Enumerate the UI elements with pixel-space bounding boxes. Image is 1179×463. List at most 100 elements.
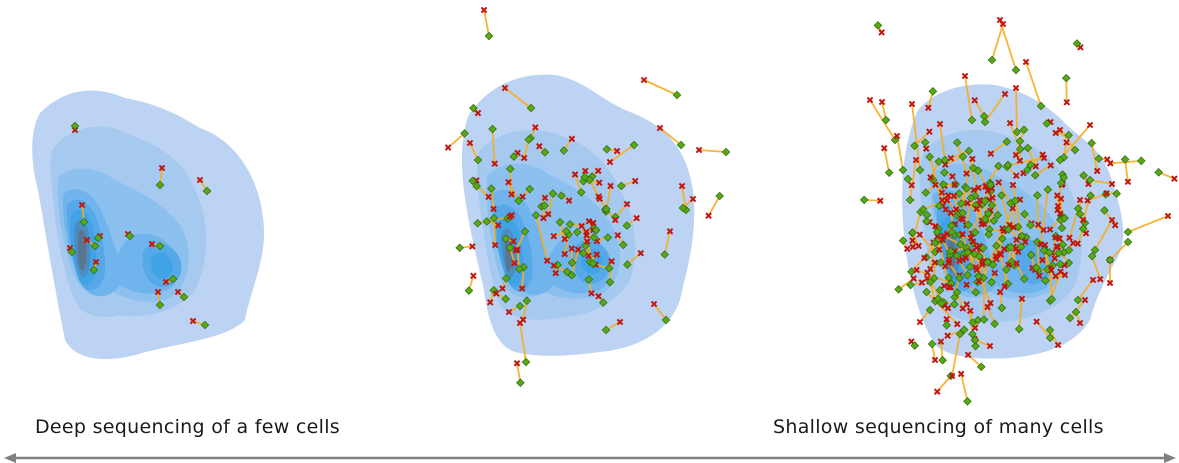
diamond-marker: [89, 265, 99, 275]
connector-line: [1127, 215, 1169, 233]
diamond-marker: [200, 320, 210, 330]
cross-marker: [611, 216, 619, 224]
diamond-marker: [1003, 160, 1013, 170]
cross-marker: [1054, 202, 1062, 210]
cross-marker: [1009, 181, 1017, 189]
cross-marker: [196, 176, 204, 184]
diamond-marker: [1023, 143, 1033, 153]
cross-marker: [921, 254, 928, 262]
diamond-marker: [984, 230, 993, 239]
diamond-marker: [971, 288, 981, 297]
diamond-marker: [873, 21, 883, 30]
cross-marker: [637, 249, 645, 257]
diamond-marker: [963, 270, 972, 280]
diamond-marker: [1065, 313, 1075, 323]
diamond-marker: [910, 141, 919, 151]
cross-marker: [1046, 226, 1054, 233]
diamond-marker: [1026, 160, 1035, 170]
cross-marker: [491, 160, 499, 168]
cross-marker: [148, 240, 156, 248]
cross-marker: [984, 187, 992, 195]
diamond-marker: [1032, 263, 1041, 272]
cross-marker: [1006, 119, 1014, 127]
connector-line: [1039, 189, 1049, 245]
diamond-marker: [79, 217, 89, 227]
cross-marker: [1053, 192, 1061, 199]
cross-marker: [976, 196, 984, 204]
diamond-marker: [202, 186, 212, 196]
cross-marker: [925, 104, 932, 112]
cross-marker: [943, 196, 951, 204]
diamond-marker: [988, 260, 998, 270]
diamond-marker: [179, 292, 189, 302]
cross-marker: [607, 182, 614, 190]
cross-marker: [931, 259, 939, 266]
cross-marker: [1022, 58, 1030, 66]
diamond-marker: [155, 180, 165, 190]
diamond-marker: [898, 165, 908, 175]
diamond-marker: [1087, 138, 1096, 148]
cross-marker: [154, 288, 162, 296]
cross-marker: [469, 243, 476, 250]
cross-marker: [1048, 266, 1055, 274]
cross-marker: [583, 238, 591, 245]
connector-line: [1090, 142, 1099, 172]
diamond-marker: [1015, 136, 1025, 146]
connector-line: [1025, 61, 1042, 107]
diamond-marker: [970, 228, 980, 237]
cross-marker: [1124, 178, 1132, 186]
diamond-marker: [601, 325, 611, 335]
cross-marker: [989, 194, 996, 202]
diamond-marker: [473, 218, 482, 228]
connector-line: [919, 234, 936, 253]
connector-line: [939, 123, 946, 161]
diamond-marker: [978, 243, 988, 253]
diamond-marker: [925, 152, 934, 162]
cross-marker: [949, 173, 956, 180]
cross-marker: [595, 179, 603, 186]
cross-marker: [1061, 271, 1069, 279]
cross-marker: [78, 201, 86, 209]
connector-line: [707, 195, 721, 217]
diamond-marker: [936, 258, 945, 267]
connector-line: [515, 231, 526, 251]
diamond-marker: [955, 329, 965, 339]
diamond-marker: [938, 180, 948, 189]
cross-marker: [493, 290, 500, 297]
diamond-marker: [489, 213, 499, 223]
diamond-marker: [975, 252, 984, 261]
connector-line: [1089, 179, 1113, 185]
diamond-marker: [1026, 220, 1035, 230]
diamond-marker: [987, 277, 996, 287]
diamond-marker: [557, 191, 566, 200]
cross-marker: [589, 219, 597, 227]
cross-marker: [1103, 190, 1110, 197]
diamond-marker: [460, 129, 469, 138]
cross-marker: [491, 241, 499, 249]
diamond-marker: [488, 124, 497, 134]
diamond-marker: [482, 217, 492, 226]
diamond-marker: [605, 277, 615, 287]
diamond-marker: [584, 275, 594, 284]
diamond-marker: [617, 181, 626, 191]
cross-marker: [1106, 159, 1114, 167]
cross-marker: [1000, 245, 1008, 253]
diamond-marker: [505, 243, 515, 253]
diamond-marker: [1001, 265, 1011, 274]
diamond-marker: [591, 225, 601, 235]
cross-marker: [189, 317, 197, 325]
diamond-marker: [660, 250, 670, 259]
caption-left: Deep sequencing of a few cells: [35, 416, 340, 438]
diamond-marker: [935, 285, 945, 295]
cross-marker: [565, 197, 573, 204]
cross-marker: [975, 278, 983, 285]
cross-marker: [908, 100, 916, 108]
cross-marker: [1057, 210, 1064, 218]
cross-marker: [963, 170, 970, 177]
cross-marker: [585, 252, 592, 260]
diamond-marker: [898, 236, 908, 245]
cross-marker: [1063, 139, 1070, 146]
cross-marker: [571, 171, 579, 178]
cross-marker: [1039, 256, 1046, 264]
diamond-marker: [579, 248, 588, 258]
